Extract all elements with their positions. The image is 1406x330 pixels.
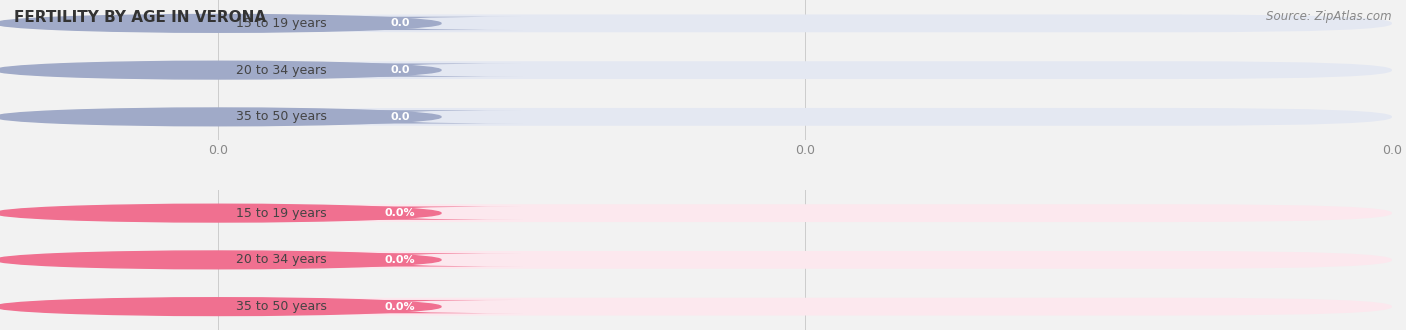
FancyBboxPatch shape: [218, 204, 1392, 222]
FancyBboxPatch shape: [277, 253, 522, 267]
Text: 20 to 34 years: 20 to 34 years: [236, 253, 326, 266]
Text: 15 to 19 years: 15 to 19 years: [236, 207, 326, 220]
Circle shape: [0, 15, 441, 32]
Circle shape: [0, 108, 441, 126]
FancyBboxPatch shape: [218, 108, 1392, 126]
Text: FERTILITY BY AGE IN VERONA: FERTILITY BY AGE IN VERONA: [14, 10, 266, 25]
FancyBboxPatch shape: [218, 15, 1392, 32]
Text: 0.0%: 0.0%: [385, 208, 415, 218]
FancyBboxPatch shape: [277, 110, 522, 123]
Text: Source: ZipAtlas.com: Source: ZipAtlas.com: [1267, 10, 1392, 23]
FancyBboxPatch shape: [277, 207, 522, 220]
Text: 0.0%: 0.0%: [385, 302, 415, 312]
Text: 15 to 19 years: 15 to 19 years: [236, 17, 326, 30]
Circle shape: [0, 251, 441, 269]
FancyBboxPatch shape: [277, 300, 522, 313]
Circle shape: [0, 61, 441, 79]
Text: 35 to 50 years: 35 to 50 years: [236, 300, 326, 313]
Text: 20 to 34 years: 20 to 34 years: [236, 64, 326, 77]
Text: 0.0%: 0.0%: [385, 255, 415, 265]
Circle shape: [0, 298, 441, 315]
Text: 35 to 50 years: 35 to 50 years: [236, 110, 326, 123]
Text: 0.0: 0.0: [389, 112, 409, 122]
Text: 0.0: 0.0: [389, 18, 409, 28]
FancyBboxPatch shape: [277, 63, 522, 77]
FancyBboxPatch shape: [218, 251, 1392, 269]
Text: 0.0: 0.0: [389, 65, 409, 75]
FancyBboxPatch shape: [218, 61, 1392, 79]
FancyBboxPatch shape: [218, 298, 1392, 315]
FancyBboxPatch shape: [277, 17, 522, 30]
Circle shape: [0, 204, 441, 222]
